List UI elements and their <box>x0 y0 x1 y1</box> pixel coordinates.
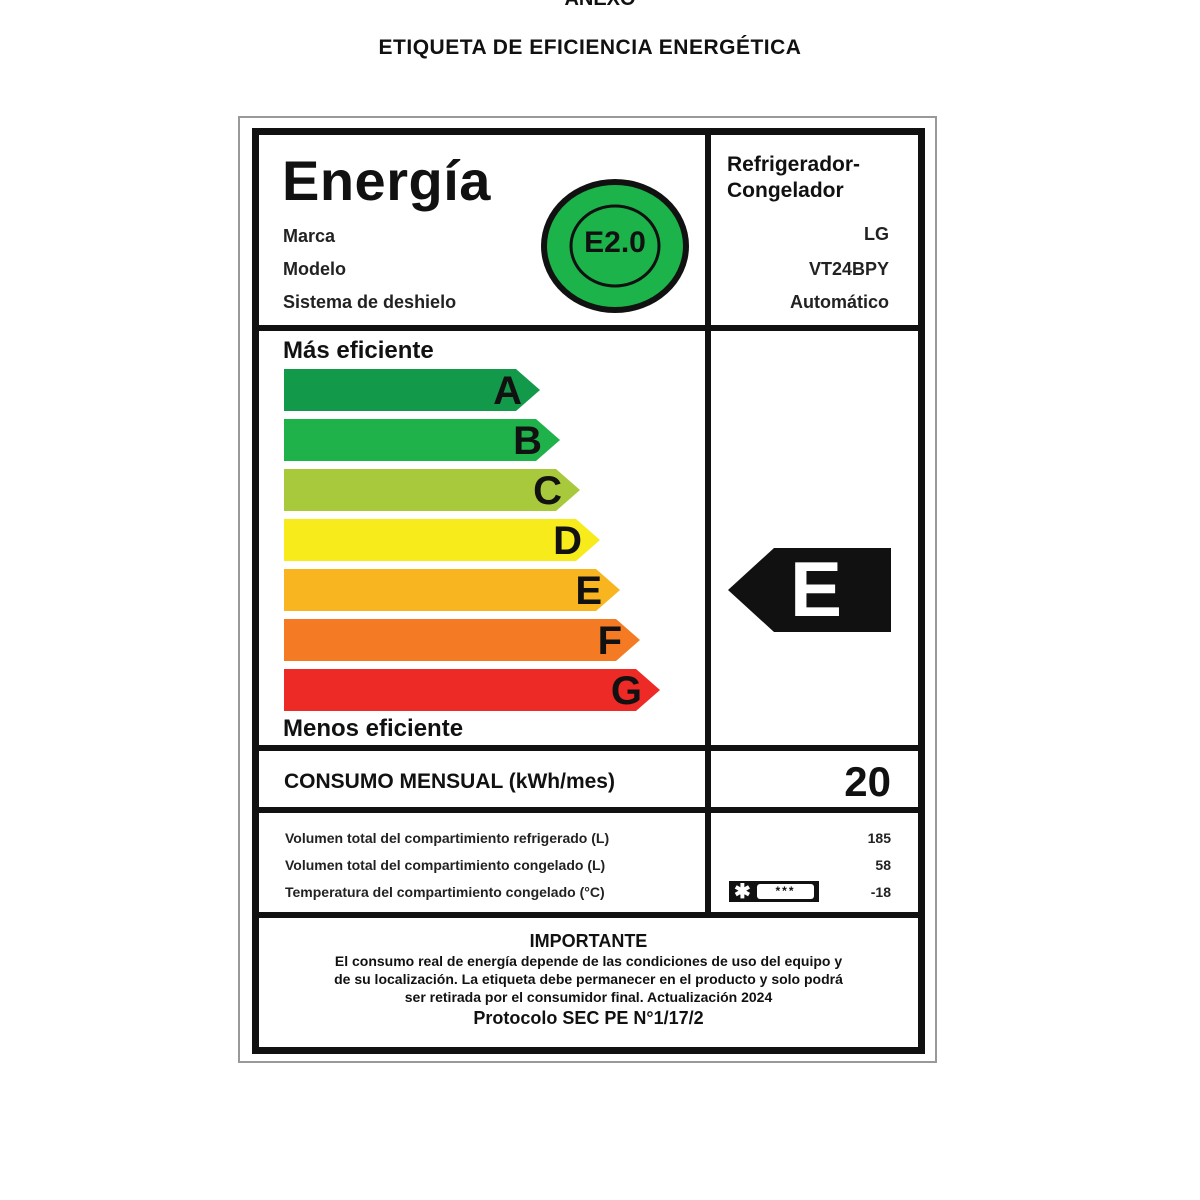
appliance-type: Refrigerador-Congelador <box>727 153 861 202</box>
spec-label-fridge-volume: Volumen total del compartimiento refrige… <box>285 830 610 846</box>
efficiency-class-e: E <box>284 569 620 613</box>
class-letter: G <box>610 669 642 713</box>
rating-arrow <box>728 548 891 632</box>
divider <box>252 745 925 751</box>
class-letter: E <box>575 569 602 613</box>
freezer-star-rating: ✱ *** <box>729 881 819 903</box>
efficiency-class-b: B <box>284 419 560 463</box>
snowflake-icon: ✱ <box>734 881 751 903</box>
least-efficient-label: Menos eficiente <box>283 715 464 742</box>
field-label-defrost: Sistema de deshielo <box>283 292 457 312</box>
class-letter: C <box>533 469 562 513</box>
spec-value-freezer-volume: 58 <box>875 857 891 873</box>
efficiency-class-g: G <box>284 669 660 713</box>
field-value-model: VT24BPY <box>808 259 889 279</box>
class-letter: A <box>493 369 522 413</box>
efficiency-class-a: A <box>284 369 540 413</box>
class-letter: D <box>553 519 582 563</box>
class-letter: B <box>513 419 542 463</box>
star-rating-text: *** <box>757 884 814 899</box>
important-line: de su localización. La etiqueta debe per… <box>334 971 843 987</box>
badge-text: E2.0 <box>584 226 646 259</box>
most-efficient-label: Más eficiente <box>283 337 434 364</box>
annex-heading: ANEXO <box>0 0 1200 11</box>
rating-letter: E <box>790 545 843 633</box>
spec-value-fridge-volume: 185 <box>867 830 891 846</box>
important-text: El consumo real de energía depende de la… <box>252 952 925 1006</box>
field-value-defrost: Automático <box>790 292 889 312</box>
page-title: ETIQUETA DE EFICIENCIA ENERGÉTICA <box>378 36 802 59</box>
efficiency-class-d: D <box>284 519 600 563</box>
class-letter: F <box>597 619 622 663</box>
important-line: ser retirada por el consumidor final. Ac… <box>404 989 773 1005</box>
divider <box>252 807 925 813</box>
spec-label-freezer-volume: Volumen total del compartimiento congela… <box>285 857 606 873</box>
energy-label <box>252 128 925 1054</box>
efficiency-class-c: C <box>284 469 580 513</box>
label-frame <box>238 116 937 1063</box>
consumption-value: 20 <box>844 758 891 805</box>
divider <box>705 128 711 918</box>
divider <box>252 912 925 918</box>
divider <box>252 325 925 331</box>
spec-label-freezer-temp: Temperatura del compartimiento congelado… <box>285 884 605 900</box>
field-label-model: Modelo <box>283 259 346 279</box>
energy-heading: Energía <box>282 149 491 212</box>
e2-badge <box>541 179 689 313</box>
field-label-brand: Marca <box>283 226 336 246</box>
important-line: El consumo real de energía depende de la… <box>334 953 843 969</box>
efficiency-class-f: F <box>284 619 640 663</box>
field-value-brand: LG <box>864 224 889 244</box>
important-title: IMPORTANTE <box>529 931 648 951</box>
spec-value-freezer-temp: -18 <box>870 884 891 900</box>
protocol-text: Protocolo SEC PE N°1/17/2 <box>473 1008 704 1028</box>
consumption-label: CONSUMO MENSUAL (kWh/mes) <box>284 770 615 793</box>
